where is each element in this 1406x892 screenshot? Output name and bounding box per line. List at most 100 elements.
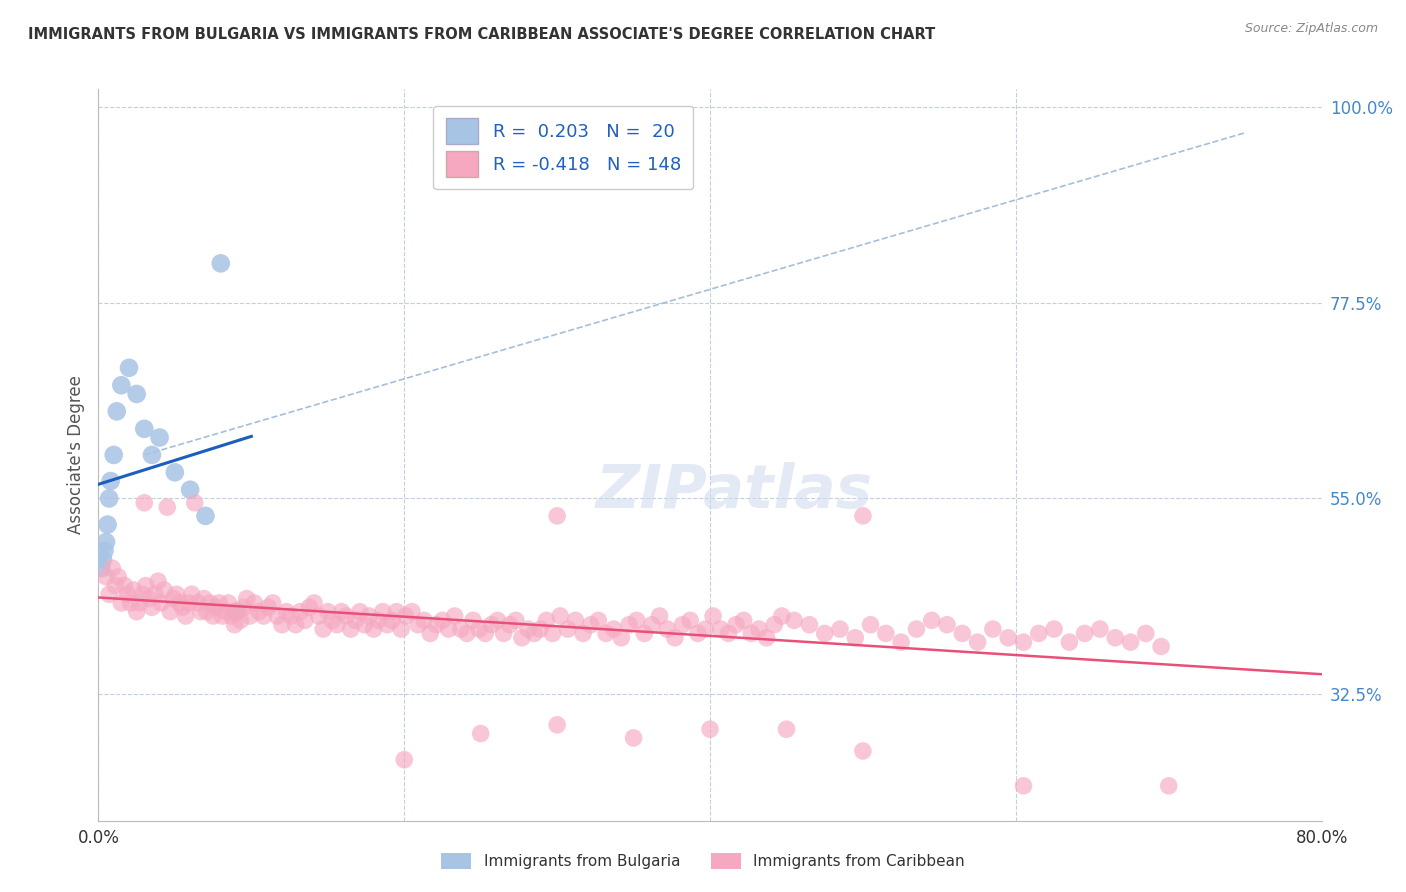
Point <box>326 617 349 632</box>
Point <box>159 605 181 619</box>
Point <box>648 609 671 624</box>
Point <box>90 561 112 575</box>
Point <box>321 613 343 627</box>
Point <box>226 605 249 619</box>
Point <box>425 617 447 632</box>
Point <box>1150 640 1173 654</box>
Point <box>156 500 179 515</box>
Point <box>936 617 959 632</box>
Point <box>344 613 367 627</box>
Point <box>437 622 460 636</box>
Point <box>770 609 793 624</box>
Point <box>243 596 266 610</box>
Point <box>205 600 228 615</box>
Point <box>664 631 686 645</box>
Point <box>120 596 142 610</box>
Point <box>302 596 325 610</box>
Point <box>748 622 770 636</box>
Point <box>276 605 298 619</box>
Point <box>852 744 875 758</box>
Point <box>363 622 385 636</box>
Point <box>695 622 717 636</box>
Point <box>118 360 141 375</box>
Point <box>308 609 330 624</box>
Point <box>179 483 201 497</box>
Text: Source: ZipAtlas.com: Source: ZipAtlas.com <box>1244 22 1378 36</box>
Point <box>572 626 595 640</box>
Point <box>141 448 163 462</box>
Point <box>110 596 132 610</box>
Point <box>1012 635 1035 649</box>
Point <box>657 622 679 636</box>
Point <box>623 731 645 745</box>
Point <box>141 600 163 615</box>
Point <box>217 596 239 610</box>
Point <box>392 753 416 767</box>
Point <box>828 622 851 636</box>
Point <box>367 613 389 627</box>
Point <box>1088 622 1111 636</box>
Point <box>93 543 115 558</box>
Point <box>239 609 262 624</box>
Point <box>177 596 200 610</box>
Point <box>499 617 522 632</box>
Point <box>349 605 371 619</box>
Point <box>588 613 610 627</box>
Point <box>724 617 747 632</box>
Point <box>143 587 166 601</box>
Text: ZIPatlas: ZIPatlas <box>596 462 873 521</box>
Point <box>740 626 762 640</box>
Point <box>247 605 270 619</box>
Point <box>1135 626 1157 640</box>
Point <box>617 617 640 632</box>
Point <box>146 574 169 589</box>
Point <box>330 605 353 619</box>
Point <box>208 596 231 610</box>
Point <box>783 613 806 627</box>
Point <box>149 430 172 444</box>
Point <box>165 587 187 601</box>
Point <box>209 256 232 270</box>
Point <box>389 622 412 636</box>
Point <box>266 609 288 624</box>
Point <box>91 552 114 566</box>
Point <box>510 631 533 645</box>
Point <box>232 600 254 615</box>
Point <box>280 609 302 624</box>
Point <box>138 591 160 606</box>
Point <box>339 622 361 636</box>
Point <box>710 622 733 636</box>
Point <box>479 617 502 632</box>
Point <box>270 617 294 632</box>
Point <box>536 613 558 627</box>
Point <box>214 605 236 619</box>
Point <box>202 609 225 624</box>
Point <box>312 622 335 636</box>
Point <box>125 387 148 401</box>
Point <box>104 578 127 592</box>
Point <box>221 609 243 624</box>
Point <box>101 561 124 575</box>
Point <box>1073 626 1095 640</box>
Point <box>187 596 209 610</box>
Point <box>162 591 184 606</box>
Point <box>184 496 207 510</box>
Point <box>153 582 176 597</box>
Point <box>529 622 551 636</box>
Point <box>763 617 786 632</box>
Point <box>546 508 568 523</box>
Point <box>94 535 117 549</box>
Point <box>169 596 191 610</box>
Point <box>98 491 121 506</box>
Point <box>290 605 312 619</box>
Point <box>107 570 129 584</box>
Point <box>548 609 571 624</box>
Point <box>122 582 145 597</box>
Point <box>172 600 194 615</box>
Point <box>1028 626 1050 640</box>
Point <box>135 578 157 592</box>
Point <box>523 626 546 640</box>
Point <box>180 587 202 601</box>
Point <box>905 622 928 636</box>
Point <box>198 596 221 610</box>
